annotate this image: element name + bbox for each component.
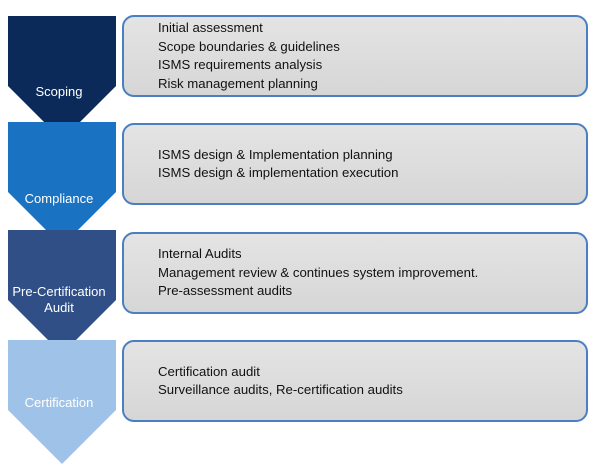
stage-label-scoping: Scoping — [35, 84, 83, 99]
detail-item: Scope boundaries & guidelines — [158, 38, 340, 54]
detail-box-pre-certification: Internal Audits Management review & cont… — [122, 232, 588, 314]
detail-item: Initial assessment — [158, 20, 263, 35]
detail-item: Surveillance audits, Re-certification au… — [158, 382, 403, 397]
detail-item: Risk management planning — [158, 75, 318, 91]
detail-box-scoping: Initial assessment Scope boundaries & gu… — [122, 15, 588, 97]
detail-item: ISMS design & implementation execution — [158, 165, 399, 180]
detail-box-certification: Certification audit Surveillance audits,… — [122, 340, 588, 422]
stage-label-line-1: Pre-Certification — [12, 284, 106, 299]
chevron-scoping — [8, 16, 116, 140]
detail-item: Internal Audits — [158, 246, 242, 262]
chevron-pre-certification — [8, 230, 116, 354]
detail-item: Pre-assessment audits — [158, 283, 293, 299]
stage-label-certification: Certification — [24, 395, 94, 410]
chevron-certification — [8, 340, 116, 464]
detail-box-compliance: ISMS design & Implementation planning IS… — [122, 123, 588, 205]
stage-label-compliance: Compliance — [24, 191, 94, 206]
detail-item: ISMS requirements analysis — [158, 57, 323, 72]
chevron-compliance — [8, 122, 116, 246]
detail-item: Certification audit — [158, 363, 260, 379]
detail-item: ISMS design & Implementation planning — [158, 146, 393, 162]
detail-item: Management review & continues system imp… — [158, 264, 479, 280]
stage-label-line-2: Audit — [44, 300, 74, 315]
stage-label-pre-certification-audit: Pre-Certification Audit — [4, 284, 114, 316]
